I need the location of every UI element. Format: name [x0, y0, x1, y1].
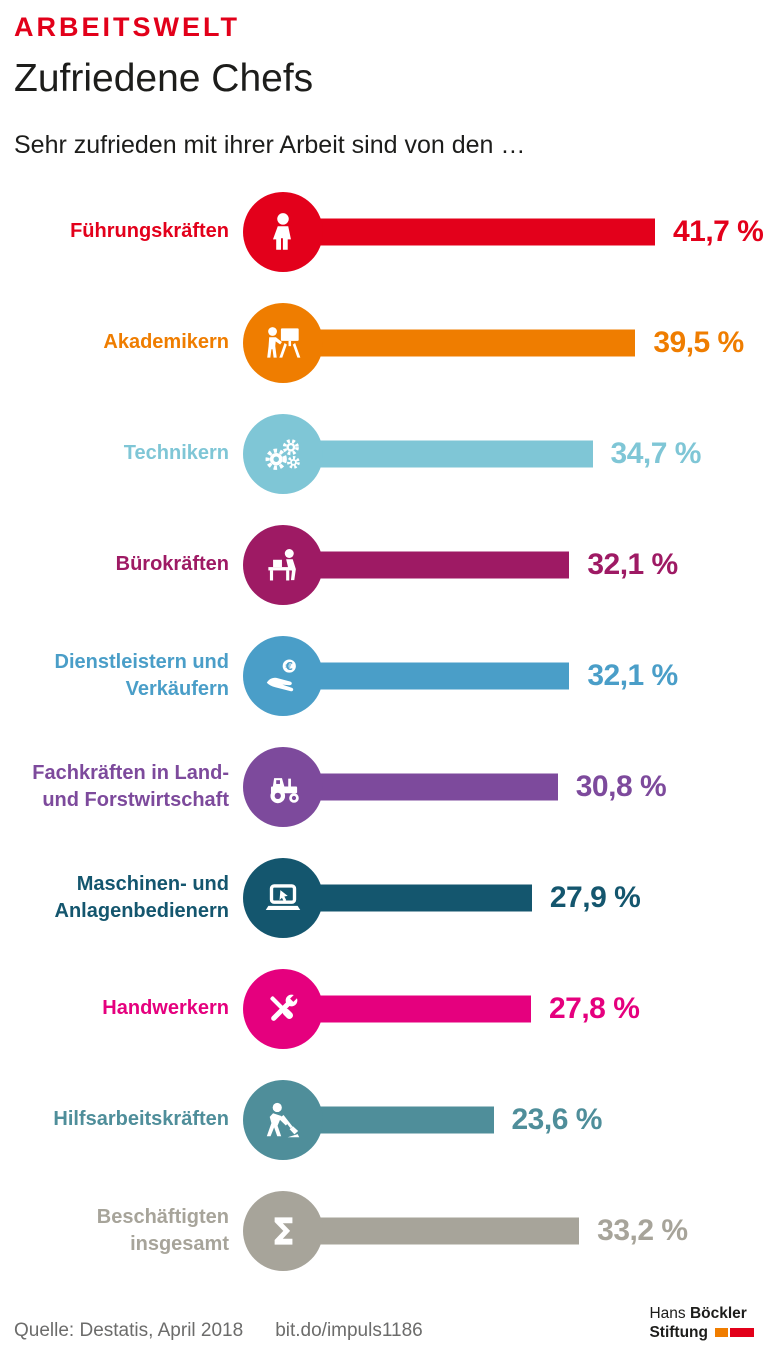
- row-label: Dienstleistern und Verkäufern: [54, 650, 229, 700]
- page-title: Zufriedene Chefs: [14, 57, 314, 100]
- value-label: 34,7 %: [610, 436, 702, 470]
- bar: [283, 551, 570, 578]
- office-desk-icon: [243, 524, 323, 605]
- bar: [283, 884, 532, 911]
- chart-row: Maschinen- und Anlagenbedienern 27,9 %: [14, 842, 754, 953]
- chart-row: Dienstleistern und Verkäufern € 32,1 %: [14, 620, 754, 731]
- chart-row: Bürokräften 32,1 %: [14, 509, 754, 620]
- row-label: Maschinen- und Anlagenbedienern: [54, 872, 229, 922]
- value-label: 32,1 %: [587, 547, 678, 581]
- value-label: 23,6 %: [511, 1102, 603, 1136]
- logo-name-bold: Böckler: [689, 1305, 747, 1323]
- value-label: 39,5 %: [653, 325, 744, 359]
- hans-boeckler-stiftung-logo: Hans Böckler Stiftung: [649, 1305, 754, 1342]
- tools-icon: [243, 968, 323, 1049]
- source-text: Quelle: Destatis, April 2018: [14, 1320, 244, 1341]
- row-label: Führungskräften: [70, 220, 229, 242]
- row-chart-area: 33,2 %: [243, 1175, 754, 1286]
- construction-worker-icon: [243, 1079, 323, 1160]
- hand-coin-icon: €: [243, 635, 323, 716]
- row-chart-area: 27,8 %: [243, 953, 754, 1064]
- row-chart-area: 32,1 %: [243, 509, 754, 620]
- row-label: Beschäftigten insgesamt: [96, 1205, 229, 1255]
- gears-icon: [243, 413, 323, 494]
- bar: [283, 662, 570, 689]
- row-label: Akademikern: [103, 331, 229, 353]
- value-label: 27,9 %: [549, 880, 641, 914]
- chart-row: Hilfsarbeitskräften 23,6 %: [14, 1064, 754, 1175]
- value-label: 41,7 %: [672, 214, 764, 248]
- row-chart-area: 27,9 %: [243, 842, 754, 953]
- bar: [283, 773, 558, 800]
- chart-row: Fachkräften in Land-und Forstwirtschaft …: [14, 731, 754, 842]
- value-label: 33,2 %: [597, 1213, 688, 1247]
- person-icon: [243, 191, 323, 272]
- logo-color-blocks-icon: [715, 1328, 754, 1338]
- bar: [283, 218, 655, 245]
- bar: [283, 440, 593, 467]
- kicker: ARBEITSWELT: [14, 12, 240, 42]
- row-chart-area: € 32,1 %: [243, 620, 754, 731]
- footer: Quelle: Destatis, April 2018 bit.do/impul…: [14, 1305, 754, 1342]
- chart-row: Führungskräften 41,7 %: [14, 176, 764, 287]
- bar: [283, 1217, 580, 1244]
- row-chart-area: 39,5 %: [243, 287, 754, 398]
- lecturer-board-icon: [243, 302, 323, 383]
- row-chart-area: 30,8 %: [243, 731, 754, 842]
- chart-row: Handwerkern 27,8 %: [14, 953, 754, 1064]
- row-label: Handwerkern: [102, 997, 229, 1019]
- sum-icon: [243, 1190, 323, 1271]
- value-label: 27,8 %: [548, 991, 640, 1025]
- value-label: 30,8 %: [575, 769, 667, 803]
- chart-row: Beschäftigten insgesamt 33,2 %: [14, 1175, 754, 1286]
- logo-name-regular: Hans: [649, 1305, 686, 1323]
- laptop-icon: [243, 857, 323, 938]
- logo-line1: Hans Böckler: [649, 1305, 754, 1323]
- link-text: bit.do/impuls1186: [275, 1320, 423, 1341]
- svg-text:€: €: [285, 660, 293, 672]
- bar: [283, 329, 636, 356]
- logo-line2: Stiftung: [649, 1324, 754, 1342]
- source-line: Quelle: Destatis, April 2018 bit.do/impul…: [14, 1320, 423, 1342]
- row-chart-area: 41,7 %: [243, 176, 764, 287]
- chart-subtitle: Sehr zufrieden mit ihrer Arbeit sind von…: [14, 131, 526, 159]
- chart-row: Akademikern 39,5 %: [14, 287, 754, 398]
- row-chart-area: 23,6 %: [243, 1064, 754, 1175]
- row-chart-area: 34,7 %: [243, 398, 754, 509]
- bar: [283, 995, 531, 1022]
- logo-stiftung: Stiftung: [649, 1323, 708, 1341]
- bar-chart: Führungskräften 41,7 % Akademikern 39,5 …: [14, 176, 764, 1286]
- row-label: Hilfsarbeitskräften: [53, 1108, 229, 1130]
- chart-row: Technikern 34,7 %: [14, 398, 754, 509]
- row-label: Technikern: [123, 442, 229, 464]
- row-label: Bürokräften: [115, 553, 229, 575]
- row-label: Fachkräften in Land-und Forstwirtschaft: [32, 761, 229, 811]
- tractor-icon: [243, 746, 323, 827]
- value-label: 32,1 %: [587, 658, 678, 692]
